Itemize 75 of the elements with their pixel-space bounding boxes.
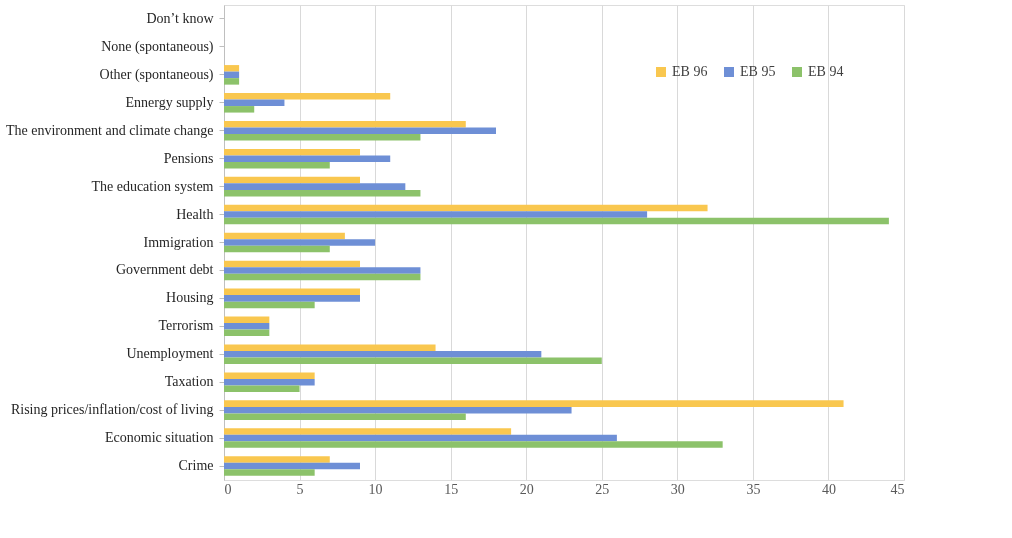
x-tick-label: 0: [224, 481, 232, 497]
y-tick-label: Health: [176, 206, 214, 222]
legend-label: EB 94: [808, 64, 844, 79]
y-tick-label: Ennergy supply: [125, 94, 214, 110]
bar: [224, 329, 270, 337]
bar: [224, 155, 391, 162]
bar: [224, 176, 360, 184]
bar: [224, 183, 406, 190]
bar: [224, 239, 376, 246]
legend-label: EB 96: [672, 64, 708, 79]
bar: [224, 441, 723, 448]
y-tick-label: Pensions: [163, 150, 214, 166]
bar: [224, 134, 421, 141]
y-tick-label: None (spontaneous): [101, 38, 214, 55]
y-tick-label: The education system: [91, 178, 214, 194]
y-tick-label: Unemployment: [126, 346, 214, 362]
bar: [224, 273, 421, 281]
bar: [224, 260, 360, 268]
bar: [224, 316, 270, 324]
bar: [224, 99, 285, 107]
bar: [224, 385, 300, 392]
bar: [224, 211, 648, 218]
x-tick-label: 5: [296, 481, 304, 497]
y-tick-label: The environment and climate change: [5, 122, 214, 138]
bar: [224, 204, 708, 212]
bar: [224, 93, 391, 100]
bar: [224, 78, 240, 85]
bar: [224, 71, 240, 79]
bar: [224, 148, 360, 156]
bar: [224, 400, 844, 407]
bar: [224, 295, 360, 302]
y-tick-label: Crime: [178, 458, 214, 474]
y-tick-label: Other (spontaneous): [99, 66, 214, 83]
bar: [224, 120, 466, 128]
bar: [224, 323, 270, 330]
y-tick-label: Terrorism: [158, 318, 214, 334]
x-tick-label: 35: [746, 481, 761, 497]
bar: [224, 344, 436, 351]
bar: [224, 161, 330, 169]
bar: [224, 127, 496, 134]
bar: [224, 378, 315, 386]
bar: [224, 217, 889, 225]
bar: [224, 462, 360, 470]
bar: [224, 232, 345, 240]
legend-label: EB 95: [740, 64, 776, 79]
y-tick-label: Housing: [166, 290, 214, 306]
y-tick-label: Don’t know: [146, 10, 215, 26]
bar: [224, 106, 255, 113]
x-tick-label: 15: [444, 481, 459, 497]
bar: [224, 413, 466, 420]
bar: [224, 288, 360, 296]
bar: [224, 469, 315, 476]
y-tick-label: Taxation: [164, 374, 214, 390]
bar: [224, 357, 602, 365]
bar: [224, 189, 421, 197]
bar: [224, 245, 330, 253]
bar: [224, 372, 315, 379]
y-tick-label: Rising prices/inflation/cost of living: [10, 402, 214, 418]
x-tick-label: 25: [595, 481, 610, 497]
x-tick-label: 45: [890, 481, 905, 497]
bar: [224, 65, 240, 72]
x-tick-label: 20: [519, 481, 534, 497]
y-tick-label: Immigration: [143, 234, 214, 250]
bar: [224, 351, 542, 358]
y-tick-label: Government debt: [115, 262, 214, 278]
x-tick-label: 40: [821, 481, 836, 497]
bar: [224, 301, 315, 309]
y-tick-label: Economic situation: [105, 430, 214, 446]
bar: [224, 456, 330, 463]
x-tick-label: 10: [368, 481, 383, 497]
bar: [224, 434, 617, 442]
bar: [224, 428, 512, 435]
bar: [224, 267, 421, 274]
bar: [224, 406, 572, 414]
x-tick-label: 30: [670, 481, 685, 497]
